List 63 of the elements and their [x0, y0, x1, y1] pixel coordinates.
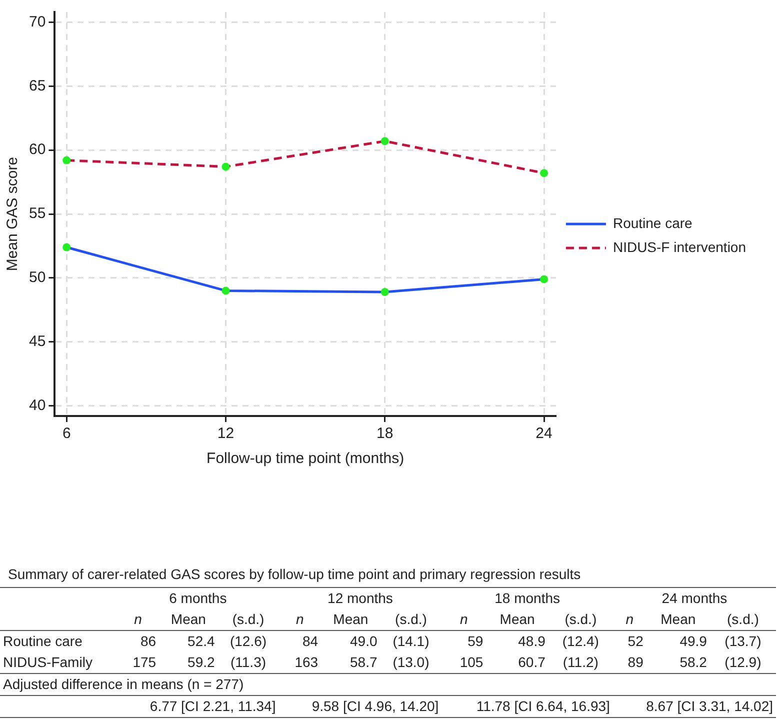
text: 60.7	[518, 654, 546, 670]
text: n	[626, 611, 634, 627]
text: 48.9	[518, 633, 546, 649]
text: (11.3)	[230, 654, 266, 670]
text: 9.58 [CI 4.96, 14.20]	[278, 696, 442, 718]
x-axis-title: Follow-up time point (months)	[206, 450, 404, 468]
y-tick-label: 40	[28, 396, 46, 414]
text: 163	[294, 654, 318, 670]
text: (s.d.)	[564, 611, 597, 627]
text: 59.2	[188, 654, 215, 670]
text: (s.d.)	[218, 609, 279, 630]
text: n	[460, 611, 468, 627]
y-tick-label: 45	[28, 332, 46, 350]
text: (13.0)	[392, 654, 430, 670]
text: n	[296, 611, 304, 627]
text: 11.78 [CI 6.64, 16.93]	[442, 696, 613, 718]
text: 6.77 [CI 2.21, 11.34]	[117, 696, 279, 718]
y-tick-label: 60	[28, 141, 46, 158]
text: Adjusted difference in means (n = 277)	[0, 674, 776, 696]
text: (12.9)	[724, 654, 762, 670]
y-tick-label: 65	[28, 77, 46, 94]
text: (12.6)	[230, 633, 267, 649]
category-label: 24 months	[612, 588, 776, 609]
text: Mean	[660, 611, 696, 627]
x-tick-label: 12	[217, 425, 234, 442]
text: 49.9	[680, 633, 707, 649]
x-tick-label: 24	[536, 425, 552, 442]
category-label: 12 months	[278, 588, 442, 609]
text: n	[134, 611, 142, 627]
text: 59	[468, 633, 484, 649]
text: (14.1)	[392, 633, 430, 649]
text: Summary of carer-related GAS scores by follow-up time point and primary regression results	[7, 566, 582, 584]
text: 58.2	[680, 654, 707, 670]
text: 58.7	[350, 654, 378, 670]
category-label: Routine care	[3, 633, 82, 649]
text: 52	[628, 633, 644, 649]
y-axis-title: Mean GAS score	[4, 156, 22, 272]
y-tick-label: 70	[28, 13, 46, 30]
text: (12.4)	[562, 633, 599, 649]
text: (13.7)	[724, 633, 762, 649]
category-label: 6 months	[117, 588, 279, 609]
text: 105	[460, 654, 484, 670]
legend-label: Routine care	[612, 214, 693, 231]
x-tick-label: 6	[62, 425, 71, 442]
text: 84	[302, 633, 318, 649]
category-label: NIDUS-Family	[3, 654, 92, 670]
y-tick-label: 55	[28, 205, 46, 222]
text: Mean	[500, 611, 535, 627]
text: Mean	[159, 609, 218, 630]
category-label: 18 months	[442, 588, 613, 609]
text: 89	[628, 654, 644, 670]
text: 86	[140, 633, 156, 649]
x-tick-label: 18	[376, 425, 394, 442]
text: 52.4	[188, 633, 215, 649]
text: (11.2)	[562, 654, 598, 670]
text: 49.0	[350, 633, 378, 649]
y-tick-label: 50	[28, 269, 46, 286]
text: (s.d.)	[727, 611, 759, 627]
text: Mean	[333, 611, 368, 627]
text: (s.d.)	[395, 611, 427, 627]
text: 8.67 [CI 3.31, 14.02]	[612, 696, 776, 718]
legend-label: NIDUS-F intervention	[612, 238, 746, 255]
text: 175	[132, 654, 156, 670]
